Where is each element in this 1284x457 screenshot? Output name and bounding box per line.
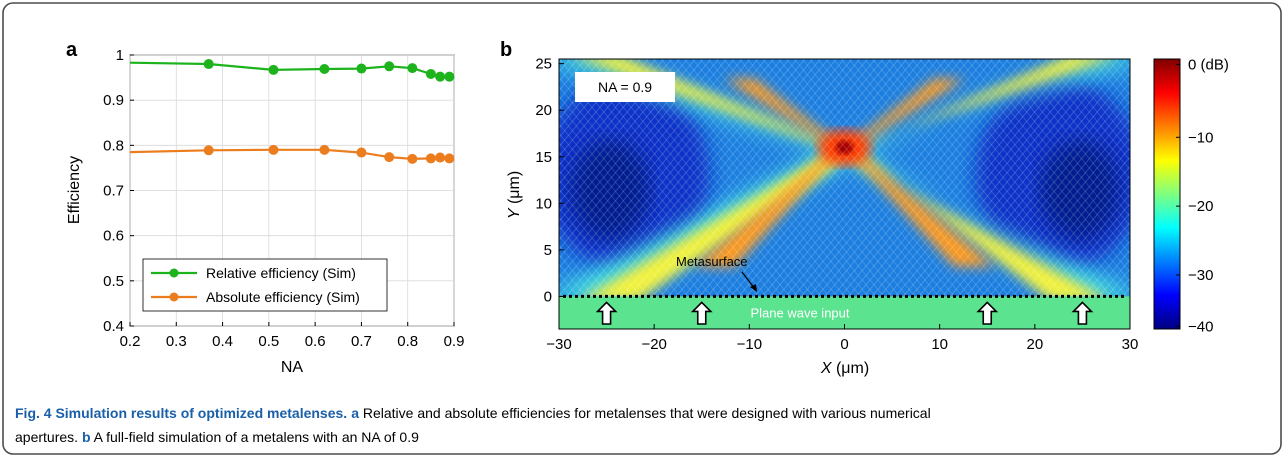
series-0-point: [384, 61, 395, 72]
heatmap-ripple-b: [559, 59, 1130, 329]
series-1-point: [407, 153, 418, 164]
y-tick-label: 0.9: [103, 92, 124, 109]
colorbar-tick-label: −40: [1188, 318, 1213, 335]
input-arrows: [595, 301, 1094, 325]
caption-line2-text: apertures.: [15, 429, 82, 445]
panel-b-x-ticks: −30 −20 −10 0 10 20 30: [546, 324, 1138, 353]
y-tick-label: 15: [535, 149, 552, 166]
x-tick-label: 0.5: [258, 333, 279, 350]
colorbar-tick-label: −30: [1188, 267, 1213, 284]
x-tick-label: 0.9: [444, 333, 465, 350]
series-1-point: [444, 153, 455, 164]
input-arrow: [690, 301, 713, 325]
colorbar-tick-label: −20: [1188, 198, 1213, 215]
series-0-point: [444, 71, 455, 82]
input-arrow: [976, 301, 999, 325]
plane-wave-input-label: Plane wave input: [750, 306, 849, 321]
na-label: NA = 0.9: [598, 79, 652, 95]
x-tick-label: 30: [1122, 336, 1139, 353]
legend-marker-absolute: [169, 292, 179, 302]
panel-b-label: b: [500, 39, 512, 61]
x-tick-label: 0.7: [351, 333, 372, 350]
x-tick-label: −30: [546, 336, 571, 353]
y-tick-label: 0.8: [103, 137, 124, 154]
y-tick-label: 10: [535, 195, 552, 212]
y-tick-label: 5: [544, 242, 552, 259]
panel-a-y-ticks: 0.4 0.5 0.6 0.7 0.8 0.9 1: [103, 47, 134, 335]
legend-box: [142, 258, 388, 312]
series-0-point: [203, 59, 214, 70]
x-tick-label: 0.2: [120, 333, 141, 350]
x-tick-label: 0.6: [305, 333, 326, 350]
legend-marker-relative: [169, 268, 179, 278]
panel-b-heatmap: b Plane wave input: [500, 39, 1229, 377]
na-label-box: [575, 72, 675, 102]
y-tick-label: 0: [544, 288, 552, 305]
colorbar-ticks: 0 (dB) −10 −20 −30 −40: [1176, 56, 1229, 335]
y-tick-label: 20: [535, 102, 552, 119]
legend-label-relative: Relative efficiency (Sim): [206, 265, 356, 281]
panel-a-y-axis-label: Efficiency: [66, 156, 83, 224]
series-0-point: [425, 68, 436, 79]
panel-a-label: a: [66, 39, 78, 61]
x-tick-label: −10: [737, 336, 762, 353]
caption-a-label: a: [351, 405, 359, 421]
x-tick-label: 0.3: [166, 333, 187, 350]
series-0-point: [268, 64, 279, 75]
series-0-point: [435, 71, 446, 82]
panel-a-line-chart: a 0.2 0.3 0.4 0.5 0.6 0.7 0.8 0.9 0.40.50.60.70…: [66, 39, 464, 376]
caption-title: Fig. 4 Simulation results of optimized m…: [15, 405, 347, 421]
series-1-point: [384, 152, 395, 163]
panel-a-x-ticks: 0.2 0.3 0.4 0.5 0.6 0.7 0.8 0.9: [120, 322, 465, 350]
heatmap-field: [559, 59, 1130, 329]
legend-label-absolute: Absolute efficiency (Sim): [206, 289, 360, 305]
colorbar-tick-label: 0 (dB): [1188, 56, 1229, 73]
x-tick-label: 0.4: [212, 333, 233, 350]
y-axis-unit: (μm): [506, 171, 523, 209]
x-tick-label: 0.8: [397, 333, 418, 350]
series-1-point: [356, 147, 367, 158]
series-1-point: [319, 144, 330, 155]
panel-a-series: [129, 59, 455, 164]
caption-b-label: b: [82, 429, 91, 445]
series-1-point: [435, 152, 446, 163]
y-tick-label: 0.6: [103, 228, 124, 245]
panel-a-x-axis-label: NA: [281, 359, 304, 376]
x-axis-symbol: X: [820, 360, 833, 377]
series-1-point: [203, 145, 214, 156]
series-0-point: [356, 63, 367, 74]
y-axis-symbol: Y: [506, 207, 523, 219]
x-tick-label: −20: [641, 336, 666, 353]
y-tick-label: 0.5: [103, 273, 124, 290]
panel-b-y-axis-label: Y (μm): [506, 171, 523, 219]
y-tick-label: 0.4: [103, 318, 124, 335]
series-1-point: [268, 144, 279, 155]
caption-b-text: A full-field simulation of a metalens wi…: [91, 429, 420, 445]
panel-a-legend: Relative efficiency (Sim) Absolute effic…: [142, 258, 388, 312]
x-axis-unit: (μm): [832, 360, 870, 377]
panel-b-y-ticks: 0 5 10 15 20 25: [535, 56, 564, 305]
y-tick-label: 1: [116, 47, 124, 64]
series-0-point: [407, 63, 418, 74]
x-tick-label: 10: [931, 336, 948, 353]
series-1-point: [425, 153, 436, 164]
input-arrow: [1071, 301, 1094, 325]
input-arrow: [595, 301, 618, 325]
y-tick-label: 0.7: [103, 183, 124, 200]
caption-line-2: apertures. b A full-field simulation of …: [15, 429, 419, 445]
series-0-point: [319, 64, 330, 75]
x-tick-label: 20: [1026, 336, 1043, 353]
colorbar: [1153, 58, 1181, 330]
metasurface-pointer-head: [750, 284, 757, 292]
x-tick-label: 0: [840, 336, 848, 353]
colorbar-tick-label: −10: [1188, 129, 1213, 146]
y-tick-label: 25: [535, 56, 552, 73]
metasurface-label: Metasurface: [676, 254, 748, 269]
caption-line-1: Fig. 4 Simulation results of optimized m…: [15, 405, 931, 421]
plane-wave-input-region: [559, 296, 1130, 329]
caption-a-text: Relative and absolute efficiencies for m…: [359, 405, 931, 421]
panel-b-x-axis-label: X (μm): [820, 360, 869, 377]
